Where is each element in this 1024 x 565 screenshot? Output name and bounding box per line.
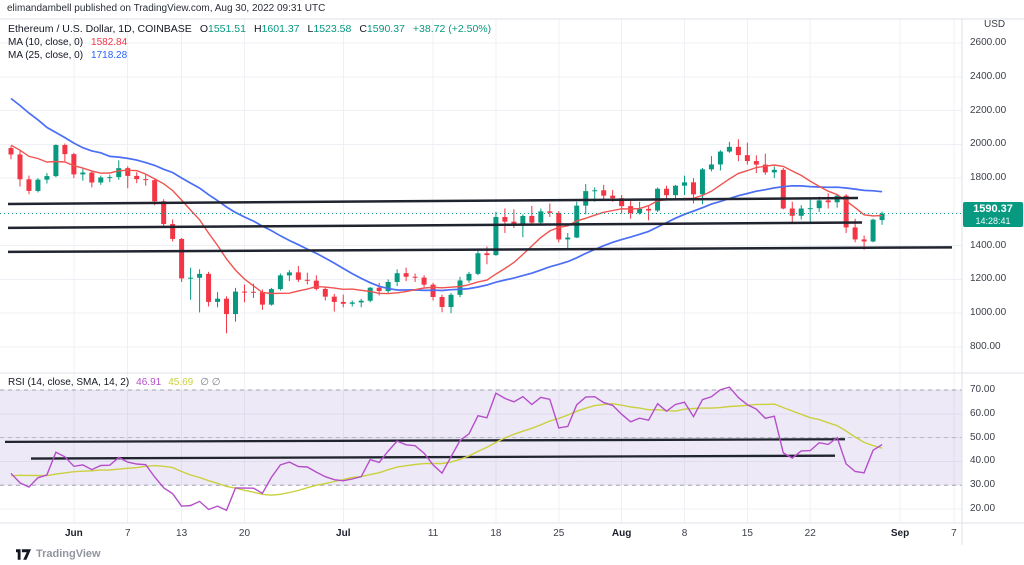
time-tick-label: 15 <box>741 528 753 539</box>
rsi-sma-value: 45.69 <box>168 377 194 388</box>
symbol-title: Ethereum / U.S. Dollar, 1D, COINBASE <box>8 23 192 35</box>
ohlc-high: H1601.37 <box>253 23 300 35</box>
price-tick-label: 1800.00 <box>970 172 1007 184</box>
time-tick-label: 13 <box>176 528 188 539</box>
last-price-tag: 1590.37 14:28:41 <box>963 201 1023 227</box>
attribution-text: elimandambell published on TradingView.c… <box>7 3 326 14</box>
ma10-value: 1582.84 <box>91 37 128 48</box>
price-tick-label: 1000.00 <box>970 307 1007 319</box>
symbol-legend: Ethereum / U.S. Dollar, 1D, COINBASE O15… <box>8 23 491 62</box>
time-tick-label: 20 <box>238 528 251 539</box>
ma10-legend-row[interactable]: MA (10, close, 0) 1582.84 <box>8 37 491 49</box>
rsi-tick-label: 40.00 <box>970 455 996 467</box>
symbol-legend-row[interactable]: Ethereum / U.S. Dollar, 1D, COINBASE O15… <box>8 23 491 36</box>
price-tick-label: 1400.00 <box>970 239 1007 251</box>
price-axis-currency: USD <box>984 19 1006 30</box>
change-value: +38.72 (+2.50%) <box>412 23 492 35</box>
rsi-tick-label: 30.00 <box>970 479 996 491</box>
tradingview-logo-text: TradingView <box>36 548 101 560</box>
time-tick-label: Sep <box>890 528 910 539</box>
ma25-legend-row[interactable]: MA (25, close, 0) 1718.28 <box>8 50 491 62</box>
rsi-hidden-bands: ∅ ∅ <box>200 377 221 388</box>
rsi-tick-label: 20.00 <box>970 503 996 514</box>
time-tick-label: 7 <box>124 528 131 539</box>
ohlc-low: L1523.58 <box>307 23 352 35</box>
ohlc-close: C1590.37 <box>359 23 405 35</box>
ma25-label: MA (25, close, 0) <box>8 50 84 61</box>
price-tick-label: 2000.00 <box>970 138 1007 150</box>
rsi-tick-label: 70.00 <box>970 384 996 395</box>
time-tick-label: 7 <box>951 528 957 539</box>
time-tick-label: 11 <box>427 528 439 539</box>
rsi-tick-label: 50.00 <box>970 431 996 443</box>
tradingview-logo-icon <box>16 548 31 560</box>
rsi-tick-label: 60.00 <box>970 407 996 419</box>
rsi-legend-row[interactable]: RSI (14, close, SMA, 14, 2) 46.91 45.69 … <box>8 377 220 389</box>
rsi-label: RSI (14, close, SMA, 14, 2) <box>8 377 130 388</box>
time-tick-label: 25 <box>553 528 565 539</box>
tradingview-attribution-link[interactable]: TradingView <box>16 548 101 560</box>
time-tick-label: Jun <box>64 528 83 539</box>
rsi-value: 46.91 <box>136 377 162 388</box>
ma10-label: MA (10, close, 0) <box>8 37 84 48</box>
time-tick-label: Jul <box>336 528 351 539</box>
time-tick-label: 22 <box>804 528 816 539</box>
price-tick-label: 1200.00 <box>970 273 1007 285</box>
price-tick-label: 2600.00 <box>970 37 1007 48</box>
time-tick-label: 8 <box>681 528 688 539</box>
price-tick-label: 2400.00 <box>970 70 1007 82</box>
bar-countdown: 14:28:41 <box>975 215 1011 226</box>
ma25-value: 1718.28 <box>91 50 128 61</box>
price-tick-label: 800.00 <box>970 341 1001 352</box>
time-tick-label: 18 <box>490 528 502 539</box>
time-tick-label: Aug <box>611 528 632 539</box>
last-price: 1590.37 <box>973 202 1013 215</box>
price-tick-label: 2200.00 <box>970 104 1007 116</box>
ohlc-open: O1551.51 <box>199 23 246 35</box>
